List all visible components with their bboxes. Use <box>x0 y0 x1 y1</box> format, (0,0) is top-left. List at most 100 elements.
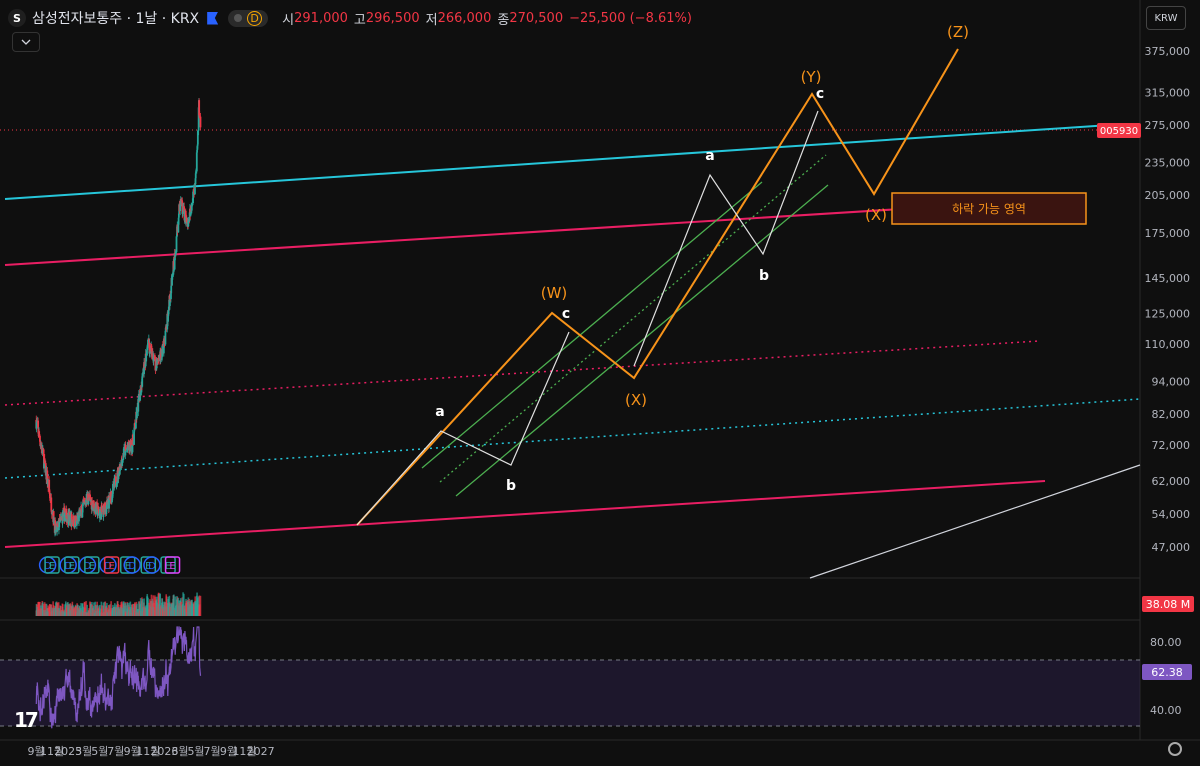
decline-zone-box[interactable] <box>891 192 1087 225</box>
volume-tag <box>1142 596 1194 612</box>
last-price-tag-label: 005930 <box>1100 126 1138 137</box>
wave-label-a2: a <box>705 148 714 164</box>
tradingview-logo-icon[interactable]: 17 <box>14 708 39 732</box>
price-change: −25,500 (−8.61%) <box>569 10 692 26</box>
candle-body <box>117 473 120 480</box>
time-tick-label: 2027 <box>247 745 275 758</box>
wave-label-a1: a <box>435 404 444 420</box>
rsi-40-label: 40.00 <box>1150 704 1182 717</box>
time-tick-label: 9월 <box>124 745 141 758</box>
volume-bar <box>115 604 118 616</box>
dividend-marker[interactable] <box>143 556 161 574</box>
green-channel-mid[interactable] <box>439 154 827 483</box>
volume-bar <box>69 603 72 616</box>
candle-body <box>174 254 177 257</box>
gear-icon[interactable] <box>1168 742 1182 756</box>
green-channel-lower[interactable] <box>455 184 829 497</box>
candle-body <box>146 350 148 356</box>
candle-body <box>48 479 51 490</box>
wave-white-path-2[interactable] <box>633 110 819 367</box>
event-marker-label: E <box>49 561 55 572</box>
price-tick-label: 110,000 <box>1145 338 1191 351</box>
earnings-marker[interactable] <box>44 556 60 574</box>
earnings-marker[interactable] <box>164 556 181 574</box>
earnings-marker[interactable] <box>119 556 136 574</box>
wave-label-X2: (X) <box>865 206 887 224</box>
volume-bar <box>43 602 46 616</box>
symbol-logo-icon[interactable]: S <box>8 9 26 27</box>
candle-body <box>89 497 92 502</box>
candle-body <box>112 483 114 494</box>
time-tick-label: 11월 <box>136 745 160 758</box>
magenta-upper-line[interactable] <box>4 199 1046 266</box>
candle-body <box>43 458 46 464</box>
volume-bar <box>199 595 202 616</box>
candle-body <box>82 503 84 507</box>
price-tick-label: 235,000 <box>1145 157 1191 170</box>
candle-body <box>148 343 151 351</box>
flag-icon[interactable] <box>207 11 219 25</box>
earnings-marker[interactable] <box>103 556 120 574</box>
cyan-dotted-line[interactable] <box>4 398 1141 479</box>
candle-body <box>132 434 134 442</box>
candle-body <box>152 357 155 362</box>
earnings-marker[interactable] <box>140 556 157 574</box>
time-tick-label: 3월 <box>171 745 188 758</box>
candle-body <box>137 399 140 412</box>
candle-body <box>137 393 140 402</box>
collapse-legend-button[interactable] <box>12 32 40 52</box>
volume-bar <box>99 608 101 616</box>
candle-body <box>93 509 96 512</box>
volume-bar <box>93 609 96 616</box>
candle-body <box>58 518 61 528</box>
candle-body <box>139 392 142 395</box>
price-axis[interactable]: 375,000 315,000 275,000 235,000 205,000 175,0… <box>1145 45 1191 554</box>
delay-badge[interactable]: D <box>228 9 269 27</box>
price-tick-label: 94,000 <box>1152 375 1191 388</box>
volume-bar <box>173 594 175 616</box>
event-marker-label: E <box>145 561 151 572</box>
candle-body <box>195 152 198 172</box>
candle-body <box>161 346 164 357</box>
decline-zone-label: 하락 가능 영역 <box>952 202 1026 216</box>
candle-body <box>73 515 75 527</box>
dividend-marker[interactable] <box>123 556 141 574</box>
candle-body <box>133 427 136 432</box>
volume-bar <box>152 595 155 616</box>
volume-bar <box>150 594 153 616</box>
volume-bar <box>106 607 108 616</box>
magenta-lower-line[interactable] <box>4 480 1046 548</box>
candle-body <box>177 213 180 218</box>
time-tick-label: 2025 <box>54 745 82 758</box>
volume-bar <box>90 603 92 616</box>
price-tick-label: 145,000 <box>1145 272 1191 285</box>
magenta-dotted-line[interactable] <box>4 340 1041 406</box>
wave-label-Y: (Y) <box>801 68 822 86</box>
candle-body <box>156 358 159 365</box>
rsi-80-label: 80.00 <box>1150 636 1182 649</box>
wave-white-path-1[interactable] <box>356 331 570 526</box>
candle-body <box>119 467 122 470</box>
cyan-channel-line[interactable] <box>4 123 1126 200</box>
candle-body <box>187 220 190 227</box>
event-markers[interactable]: DE DE DE DE ED ED EE <box>38 556 181 574</box>
candle-body <box>108 496 110 509</box>
price-tick-label: 205,000 <box>1145 189 1191 202</box>
candle-body <box>198 115 201 117</box>
event-marker-label: E <box>108 561 114 572</box>
currency-button[interactable]: KRW <box>1146 6 1186 30</box>
white-trend-line[interactable] <box>809 464 1141 579</box>
candle-body <box>101 511 103 512</box>
green-channel-upper[interactable] <box>421 181 763 469</box>
candle-body <box>71 519 74 524</box>
wave-orange-path[interactable] <box>356 48 959 526</box>
candle-body <box>123 447 125 455</box>
symbol-title[interactable]: 삼성전자보통주 · 1날 · KRX <box>32 11 200 27</box>
price-tick-label: 175,000 <box>1145 227 1191 240</box>
candle-body <box>199 116 202 128</box>
earnings-marker[interactable] <box>84 556 100 574</box>
candle-body <box>167 309 170 317</box>
candle-body <box>97 506 100 510</box>
